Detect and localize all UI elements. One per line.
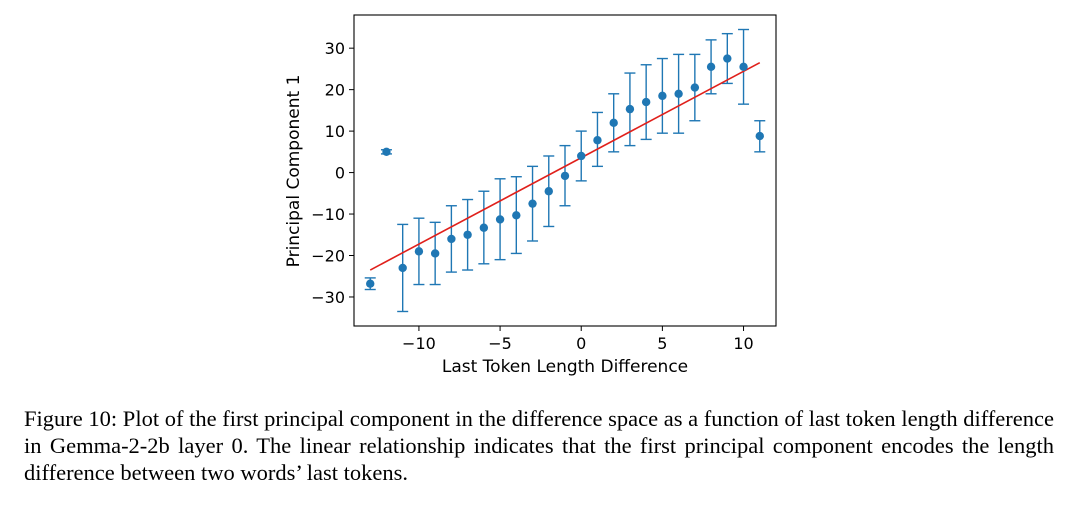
x-tick-label: −10 (402, 334, 436, 353)
data-point (674, 89, 683, 98)
data-point (560, 171, 570, 181)
linear-fit-line (369, 61, 761, 271)
data-point (528, 199, 537, 208)
data-point (544, 187, 553, 196)
data-point (463, 230, 472, 239)
data-point (512, 211, 521, 220)
data-point (690, 83, 700, 92)
data-point (625, 104, 635, 114)
data-point (609, 118, 618, 128)
x-tick-label: 5 (657, 334, 667, 353)
data-point (398, 263, 407, 273)
y-axis-title: Principal Component 1 (284, 75, 304, 268)
data-point (723, 54, 732, 63)
data-point (495, 215, 505, 224)
data-points (366, 54, 764, 288)
error-bars (364, 28, 766, 313)
pc1-vs-length-difference-chart: −10 −5 0 5 10 −30 −20 −10 0 10 20 30 Last Token Le… (284, 14, 777, 377)
data-point (430, 249, 440, 258)
y-tick-label: −30 (311, 288, 345, 307)
data-point (479, 223, 489, 232)
data-point (414, 247, 424, 256)
y-tick-label: 10 (325, 122, 345, 141)
x-tick-label: −5 (488, 334, 512, 353)
data-point (447, 234, 456, 244)
y-tick-label: 20 (325, 81, 345, 100)
data-point (706, 62, 716, 72)
data-point (577, 151, 586, 161)
data-point (593, 136, 602, 145)
x-tick-label: 10 (733, 334, 753, 353)
data-point (755, 131, 764, 141)
y-axis-ticks: −30 −20 −10 0 10 20 30 (311, 39, 354, 307)
y-tick-label: −10 (311, 205, 345, 224)
x-tick-label: 0 (576, 334, 586, 353)
x-axis-title: Last Token Length Difference (442, 357, 688, 377)
data-point (739, 62, 748, 72)
data-point (382, 147, 391, 157)
data-point (641, 97, 651, 107)
fit-line-group (369, 61, 761, 271)
figure-caption: Figure 10: Plot of the first principal c… (24, 406, 1054, 485)
data-point (658, 91, 667, 101)
data-point (366, 279, 375, 288)
x-axis-ticks: −10 −5 0 5 10 (402, 326, 754, 353)
y-tick-label: 30 (325, 39, 345, 58)
y-tick-label: 0 (335, 164, 345, 183)
y-tick-label: −20 (311, 247, 345, 266)
plot-frame (353, 14, 777, 327)
plot-area (353, 14, 777, 327)
